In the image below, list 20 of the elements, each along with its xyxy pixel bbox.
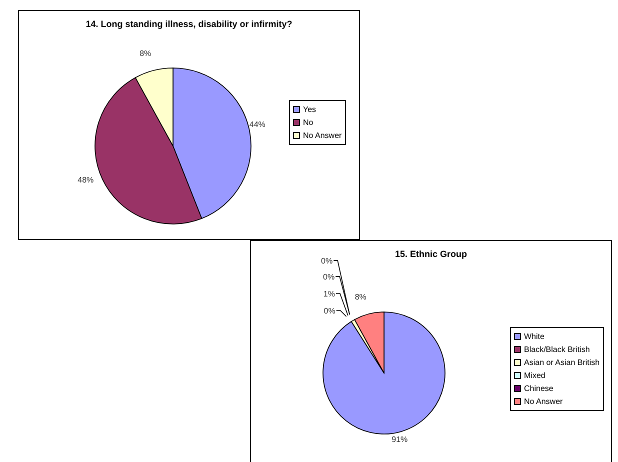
chart-title: 14. Long standing illness, disability or infirmity? xyxy=(84,19,294,29)
legend-label: White xyxy=(524,331,544,343)
legend-label: Mixed xyxy=(524,370,546,382)
text: 0% xyxy=(324,306,336,316)
data-label: 48% xyxy=(78,176,94,185)
data-label: 44% xyxy=(249,120,266,129)
data-label: 8% xyxy=(140,48,152,58)
data-label: 91% xyxy=(392,435,408,444)
legend-label: No Answer xyxy=(524,396,563,408)
legend-label: Black/Black British xyxy=(524,344,590,356)
legend-label: Asian or Asian British xyxy=(524,357,600,369)
legend-label: Chinese xyxy=(524,383,554,395)
data-label: 1% xyxy=(323,289,335,298)
legend-label: No Answer xyxy=(303,130,342,142)
legend-label: No xyxy=(303,117,314,129)
chart-title: 15. Ethnic Group xyxy=(394,249,467,259)
data-label: 8% xyxy=(354,292,366,302)
text: 0% xyxy=(323,272,335,282)
legend-label: Yes xyxy=(303,104,316,116)
text: 0% xyxy=(321,256,333,266)
